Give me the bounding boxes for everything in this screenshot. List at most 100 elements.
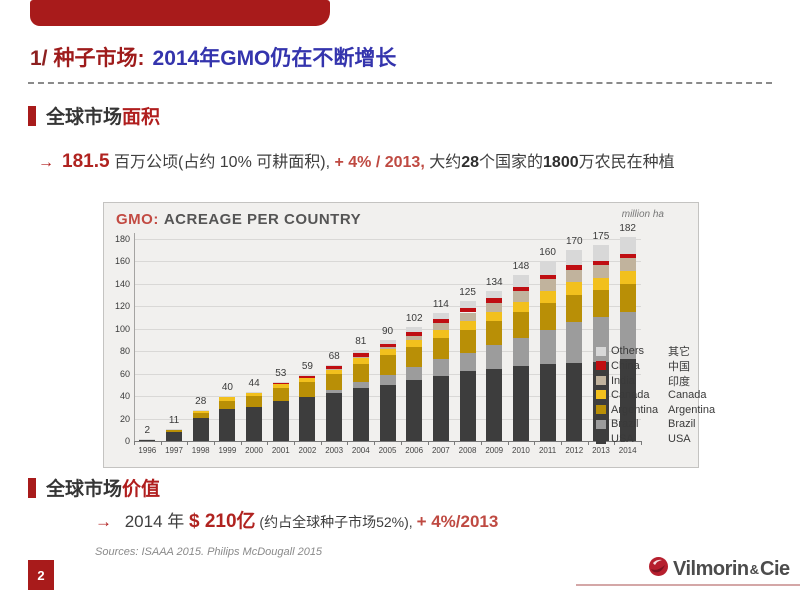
legend-label-cn: Argentina xyxy=(668,403,716,416)
text-segment: → xyxy=(38,154,54,171)
bar-segment-canada-2010 xyxy=(512,301,529,312)
bar-segment-china-2007 xyxy=(432,318,449,324)
bar-segment-canada-2006 xyxy=(406,339,423,347)
bar-segment-india-2007 xyxy=(432,323,449,331)
legend-item-usa: USA USA xyxy=(596,432,715,447)
bar-segment-china-2012 xyxy=(566,265,583,270)
bar-segment-brazil-2014 xyxy=(619,311,636,359)
bar-segment-canada-2013 xyxy=(592,277,609,290)
x-axis-tick xyxy=(320,441,322,445)
bar-segment-argentina-2014 xyxy=(619,284,636,312)
bar-segment-others-2002 xyxy=(299,374,316,376)
bar-segment-brazil-2005 xyxy=(379,374,396,386)
x-axis-tick xyxy=(134,441,135,445)
vilmorin-logo: Vilmorin & Cie xyxy=(648,556,790,582)
bar-segment-china-2011 xyxy=(539,275,556,280)
x-axis-tick-label: 2011 xyxy=(538,446,557,455)
text-segment: 28 xyxy=(461,154,480,171)
x-axis-tick xyxy=(400,441,402,445)
bar-segment-others-2006 xyxy=(406,326,423,332)
bottom-rule xyxy=(576,584,800,586)
bar-segment-others-2013 xyxy=(592,244,609,261)
x-axis-tick-label: 2012 xyxy=(565,446,584,455)
y-axis-tick-label: 180 xyxy=(114,234,130,244)
bar-segment-usa-2000 xyxy=(246,406,263,441)
x-axis-tick-label: 2005 xyxy=(378,446,397,455)
bar-total-label: 68 xyxy=(328,350,340,362)
bar-segment-others-2009 xyxy=(486,290,503,299)
bar-total-label: 125 xyxy=(459,286,476,298)
x-axis-tick xyxy=(480,441,482,445)
gridline xyxy=(134,283,641,285)
bar-segment-usa-2001 xyxy=(272,400,289,441)
bar-segment-canada-2007 xyxy=(432,330,449,338)
legend-item-argentina: Argentina Argentina xyxy=(596,402,715,417)
bar-segment-argentina-2001 xyxy=(272,387,289,401)
chart-title-gmo: GMO: xyxy=(116,211,159,228)
bar-segment-argentina-2011 xyxy=(539,302,556,330)
x-axis-tick xyxy=(427,441,429,445)
bar-segment-china-2003 xyxy=(326,365,343,369)
x-axis-tick xyxy=(347,441,349,445)
x-axis-tick-label: 2002 xyxy=(298,446,317,455)
x-axis-tick-label: 2010 xyxy=(512,446,530,455)
legend-label-en: Brazil xyxy=(611,418,639,431)
bar-segment-usa-2005 xyxy=(379,385,396,441)
x-axis-tick-label: 2000 xyxy=(245,446,263,455)
legend-label-cn: USA xyxy=(668,433,691,446)
bar-total-label: 40 xyxy=(221,382,233,394)
bar-segment-india-2011 xyxy=(539,279,556,292)
bar-segment-india-2010 xyxy=(512,291,529,302)
section-header-value: 全球市场 价值 xyxy=(28,474,160,501)
bar-segment-canada-1997 xyxy=(166,428,183,431)
gmo-acreage-chart: GMO: ACREAGE PER COUNTRY million ha 0 20 40… xyxy=(103,202,715,468)
bar-segment-usa-1999 xyxy=(219,408,236,441)
y-axis-line xyxy=(134,233,135,441)
x-axis-tick xyxy=(534,441,536,445)
legend-label-cn: 印度 xyxy=(668,375,690,388)
section1-label-red: 面积 xyxy=(122,107,161,128)
x-axis-tick xyxy=(374,441,376,445)
text-segment: $ 210亿 xyxy=(189,511,256,532)
legend-item-canada: Canada Canada xyxy=(596,387,715,402)
y-axis-tick-label: 120 xyxy=(114,301,130,312)
x-axis-tick-label: 1997 xyxy=(165,446,183,455)
chart-title-rest: ACREAGE PER COUNTRY xyxy=(163,211,362,228)
bar-segment-canada-2011 xyxy=(539,291,556,303)
bar-segment-brazil-2008 xyxy=(459,353,476,371)
text-segment: 2014 年 xyxy=(120,512,189,531)
gridline xyxy=(134,261,641,263)
bar-total-label: 160 xyxy=(539,247,556,259)
bar-segment-china-2014 xyxy=(619,253,636,259)
bar-segment-china-2010 xyxy=(512,287,529,292)
x-axis-tick-label: 2014 xyxy=(618,446,637,455)
bar-segment-usa-2003 xyxy=(326,392,343,441)
text-segment: → xyxy=(95,512,112,531)
bar-segment-china-2004 xyxy=(352,353,369,358)
x-axis-tick-label: 2007 xyxy=(431,446,450,455)
bar-segment-brazil-2010 xyxy=(512,337,529,367)
logo-ampersand: & xyxy=(749,561,760,577)
bar-total-label: 182 xyxy=(619,222,636,234)
x-axis-tick xyxy=(214,441,216,445)
red-accent-bar-icon xyxy=(28,477,36,498)
legend-item-others: Others 其它 xyxy=(596,343,715,358)
bar-segment-others-2003 xyxy=(326,364,343,366)
bar-segment-canada-2001 xyxy=(272,384,289,388)
bar-total-label: 2 xyxy=(144,424,151,436)
bar-segment-usa-2012 xyxy=(566,363,583,441)
bar-segment-argentina-2000 xyxy=(246,395,263,407)
section-header-area: 全球市场 面积 xyxy=(28,102,160,129)
legend-swatch-icon xyxy=(596,434,606,444)
gridline xyxy=(134,328,641,330)
logo-suffix: Cie xyxy=(760,557,790,580)
bar-segment-argentina-2012 xyxy=(566,295,583,322)
y-axis-tick-label: 140 xyxy=(114,278,130,289)
bar-segment-others-2007 xyxy=(432,313,449,319)
x-axis-tick xyxy=(587,441,589,445)
bar-segment-argentina-2005 xyxy=(379,355,396,375)
bar-segment-others-2008 xyxy=(459,300,476,309)
bar-segment-china-2009 xyxy=(486,298,503,303)
text-segment: 百万公顷(占约 10% 可耕面积), xyxy=(109,154,335,171)
